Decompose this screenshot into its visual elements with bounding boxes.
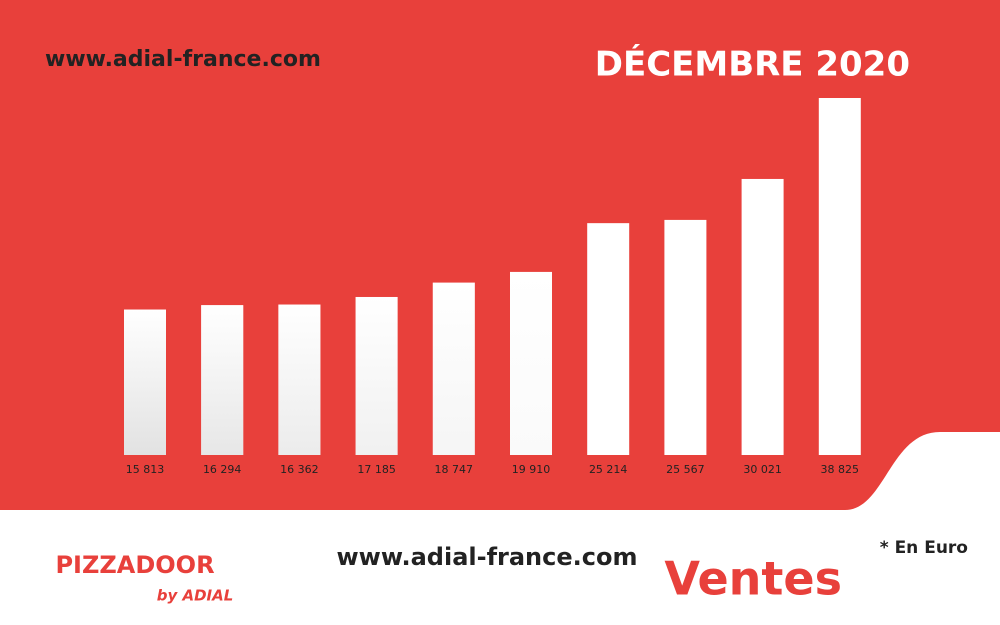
value-label: 18 747 [435,463,474,476]
value-label: 17 185 [357,463,396,476]
bar [741,178,784,455]
bar-shade [124,309,166,455]
value-label: 25 567 [666,463,705,476]
bar [587,223,630,455]
header-url: www.adial-france.com [45,47,321,72]
bar [664,219,707,455]
bar-shade [278,304,321,455]
bar-shade [432,282,475,455]
value-label: 19 910 [512,463,551,476]
bars: 15 813 16 294 16 362 17 185 18 747 19 910 25 2… [124,98,861,476]
logo-name: PIZZADOOR [55,551,214,579]
footer-url: www.adial-france.com [337,543,638,571]
bar [818,98,861,455]
footer-label: Ventes [664,552,842,606]
value-label: 38 825 [821,463,860,476]
logo-tagline: by ADIAL [157,587,234,605]
value-label: 16 362 [280,463,319,476]
bar-shade [510,271,552,455]
footer-panel [0,432,1000,625]
bar-shade [201,305,244,455]
footer-note: * En Euro [880,538,968,558]
value-label: 30 021 [743,463,782,476]
value-label: 25 214 [589,463,628,476]
value-label: 15 813 [126,463,165,476]
chart-title: DÉCEMBRE 2020 [595,44,910,85]
value-label: 16 294 [203,463,242,476]
bar-shade [355,296,398,455]
